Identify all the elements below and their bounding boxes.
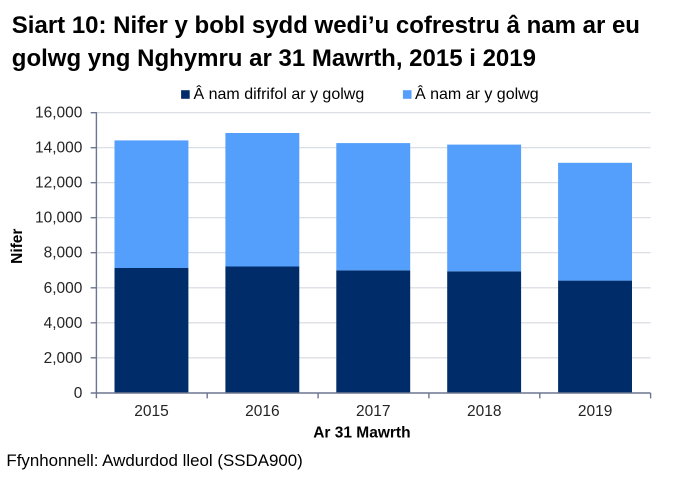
svg-text:Siart 10: Nifer y bobl sydd we: Siart 10: Nifer y bobl sydd wedi’u cofre… [12, 12, 640, 39]
svg-text:12,000: 12,000 [35, 175, 83, 192]
svg-text:10,000: 10,000 [35, 210, 83, 227]
svg-text:Â nam difrifol ar y golwg: Â nam difrifol ar y golwg [194, 84, 365, 103]
svg-text:golwg yng Nghymru ar 31 Mawrth: golwg yng Nghymru ar 31 Mawrth, 2015 i 2… [12, 45, 536, 72]
svg-text:Ffynhonnell: Awdurdod lleol (S: Ffynhonnell: Awdurdod lleol (SSDA900) [6, 451, 302, 470]
svg-text:Nifer: Nifer [9, 229, 26, 264]
svg-text:2015: 2015 [134, 403, 168, 420]
svg-text:2019: 2019 [578, 403, 612, 420]
svg-text:16,000: 16,000 [35, 105, 83, 122]
svg-text:4,000: 4,000 [44, 315, 83, 332]
svg-text:2017: 2017 [356, 403, 390, 420]
svg-text:14,000: 14,000 [35, 140, 83, 157]
svg-text:2018: 2018 [467, 403, 501, 420]
svg-text:2016: 2016 [245, 403, 279, 420]
svg-text:Ar 31 Mawrth: Ar 31 Mawrth [313, 425, 410, 442]
svg-text:8,000: 8,000 [44, 245, 83, 262]
svg-text:6,000: 6,000 [44, 280, 83, 297]
svg-text:2,000: 2,000 [44, 350, 83, 367]
svg-text:0: 0 [74, 385, 83, 402]
svg-text:Â nam ar y golwg: Â nam ar y golwg [415, 84, 539, 103]
